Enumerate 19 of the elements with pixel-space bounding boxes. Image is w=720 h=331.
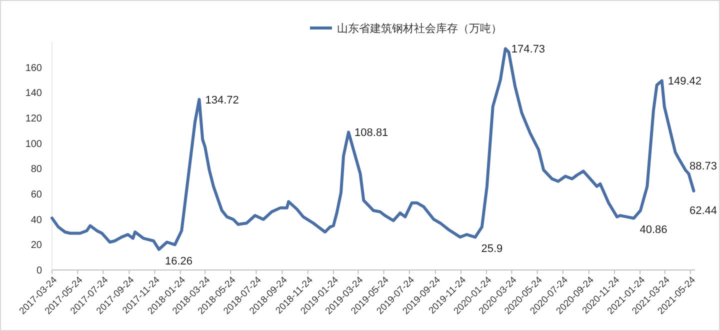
y-tick-label: 80	[30, 164, 42, 176]
y-tick-label: 40	[30, 214, 42, 226]
legend-label: 山东省建筑钢材社会库存（万吨）	[337, 22, 502, 35]
annotation: 88.73	[689, 160, 717, 173]
y-tick-label: 140	[25, 88, 42, 100]
y-tick-label: 20	[30, 240, 42, 252]
annotation: 149.42	[668, 76, 702, 88]
annotation: 62.44	[689, 204, 717, 217]
annotation: 25.9	[481, 243, 503, 256]
y-tick-label: 0	[36, 266, 42, 276]
y-tick-label: 160	[25, 62, 42, 74]
annotation: 134.72	[205, 94, 239, 106]
y-tick-label: 120	[25, 114, 42, 124]
annotation: 40.86	[640, 224, 668, 236]
annotation: 16.26	[164, 255, 192, 268]
y-tick-label: 100	[25, 138, 42, 150]
y-tick-label: 60	[30, 190, 42, 200]
annotation: 174.73	[511, 44, 546, 56]
annotation: 108.81	[354, 127, 388, 140]
